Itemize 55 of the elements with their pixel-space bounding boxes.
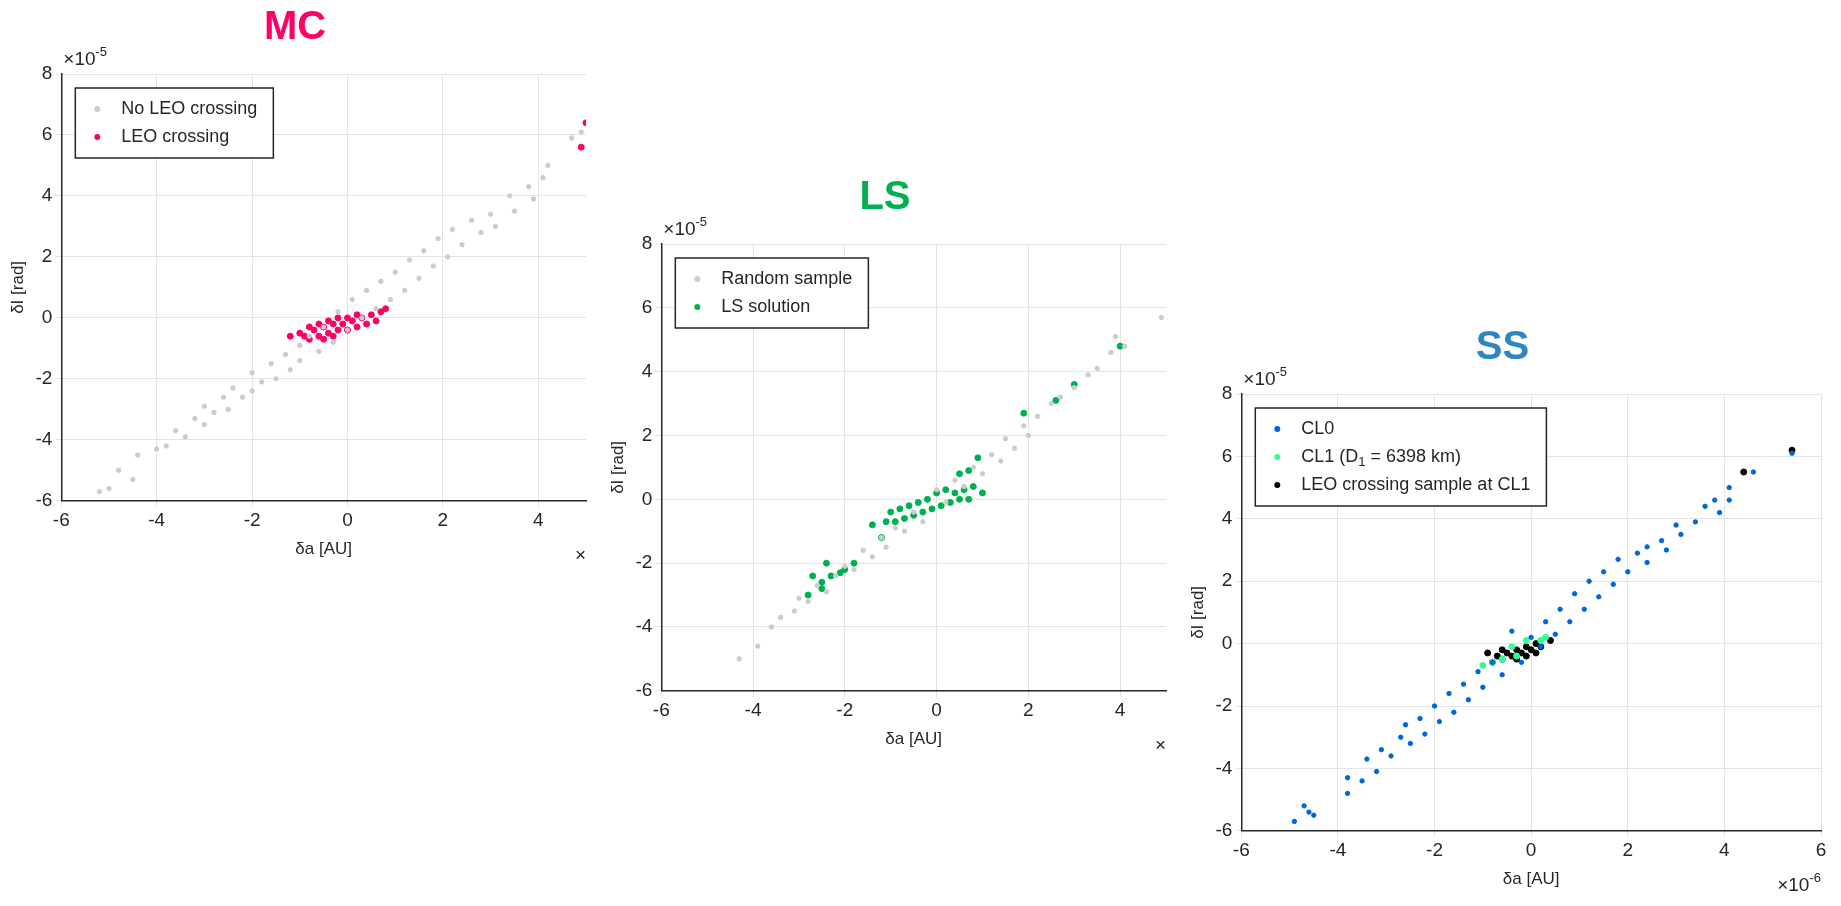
x-tick-label: 0 <box>931 699 942 721</box>
legend-label: Random sample <box>721 267 853 288</box>
x-tick-label: -4 <box>744 699 762 721</box>
legend-label: LEO crossing sample at CL1 <box>1301 473 1531 494</box>
x-axis-title: δa [AU] <box>885 729 942 749</box>
x-axis-title: δa [AU] <box>295 539 352 559</box>
y-tick-label: 6 <box>41 123 53 145</box>
legend-label: LEO crossing <box>121 125 230 146</box>
y-tick-label: 2 <box>641 423 653 445</box>
x-tick-label: 4 <box>1719 839 1731 861</box>
chart-title: SS <box>1475 323 1530 368</box>
x-axis-title: δa [AU] <box>1502 869 1560 889</box>
y-tick-label: 4 <box>41 184 53 206</box>
y-tick-label: -4 <box>635 615 653 637</box>
x-tick-label: 6 <box>1815 839 1827 861</box>
x-tick-label: 2 <box>1622 839 1634 861</box>
y-axis-title: δI [rad] <box>1187 585 1207 639</box>
x-tick-label: -2 <box>836 699 854 721</box>
y-tick-label: -4 <box>35 428 53 450</box>
y-tick-label: -6 <box>35 489 53 511</box>
x-tick-label: 4 <box>1114 699 1126 721</box>
legend-label: LS solution <box>721 295 811 316</box>
y-axis-title: δI [rad] <box>7 260 27 314</box>
x-tick-label: 4 <box>533 509 545 531</box>
x-tick-label: 0 <box>342 509 353 531</box>
y-tick-label: -6 <box>1215 819 1233 841</box>
x-tick-label: 2 <box>437 509 449 531</box>
legend-label: No LEO crossing <box>121 97 258 118</box>
y-tick-label: 6 <box>1221 444 1233 466</box>
y-tick-label: 2 <box>41 245 53 267</box>
x-tick-label: -2 <box>243 509 261 531</box>
y-tick-label: 2 <box>1221 569 1233 591</box>
chart-title: LS <box>859 173 911 218</box>
y-tick-label: -6 <box>635 679 653 701</box>
x-tick-label: 2 <box>1023 699 1034 721</box>
y-tick-label: 0 <box>641 487 653 509</box>
y-tick-label: 8 <box>41 62 53 84</box>
y-tick-label: -4 <box>1215 756 1233 778</box>
y-tick-label: 6 <box>641 296 653 318</box>
y-tick-label: -2 <box>635 551 653 573</box>
y-tick-label: 0 <box>1221 631 1233 653</box>
text: × <box>574 544 587 566</box>
text: × <box>1154 734 1167 756</box>
x-tick-label: -4 <box>1329 839 1347 861</box>
y-axis-title: δI [rad] <box>607 440 627 494</box>
y-tick-label: 8 <box>641 232 653 254</box>
x-tick-label: 0 <box>1525 839 1537 861</box>
x-tick-label: -2 <box>1426 839 1443 861</box>
chart-title: MC <box>263 3 327 48</box>
y-tick-label: 4 <box>641 359 653 381</box>
legend-label: CL0 <box>1301 417 1335 438</box>
y-tick-label: 8 <box>1221 382 1233 404</box>
x-tick-label: -4 <box>148 509 166 531</box>
y-tick-label: -2 <box>35 367 53 389</box>
y-tick-label: 0 <box>41 306 53 328</box>
